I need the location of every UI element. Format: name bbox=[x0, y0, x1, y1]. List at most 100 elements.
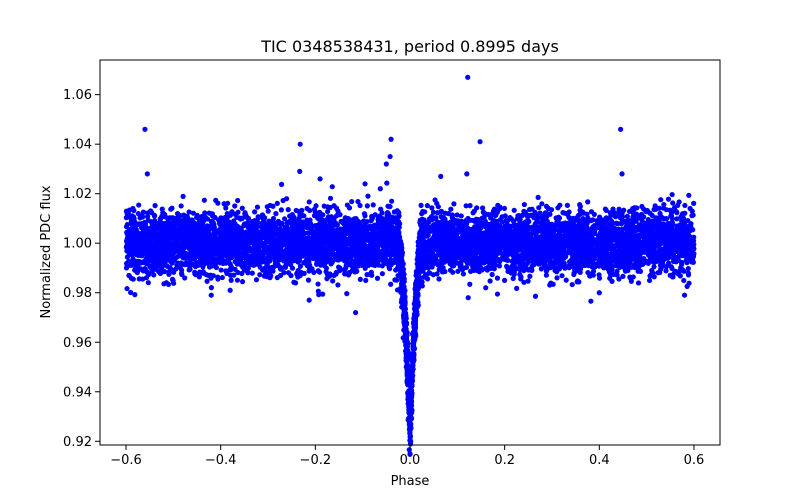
data-point bbox=[635, 267, 642, 273]
data-point bbox=[686, 192, 692, 198]
data-point bbox=[436, 276, 442, 282]
data-point bbox=[221, 201, 227, 207]
data-point bbox=[194, 212, 200, 218]
data-point bbox=[267, 202, 273, 209]
data-point bbox=[448, 206, 454, 212]
data-point bbox=[352, 252, 358, 258]
data-point bbox=[180, 261, 187, 267]
data-point bbox=[232, 203, 238, 209]
data-point bbox=[525, 278, 531, 284]
data-point bbox=[228, 277, 234, 283]
data-point bbox=[278, 181, 285, 187]
data-point bbox=[325, 208, 331, 215]
data-point bbox=[496, 263, 503, 269]
data-point bbox=[151, 212, 158, 218]
data-point bbox=[165, 281, 172, 287]
data-point bbox=[306, 268, 312, 274]
data-point bbox=[463, 203, 469, 209]
data-point bbox=[278, 247, 284, 253]
data-point bbox=[656, 231, 662, 237]
data-point bbox=[438, 214, 444, 220]
data-point bbox=[178, 203, 184, 209]
data-point bbox=[362, 213, 368, 219]
data-point bbox=[190, 210, 197, 216]
data-point bbox=[474, 205, 480, 211]
data-point bbox=[347, 249, 353, 255]
data-point bbox=[468, 268, 474, 274]
data-point bbox=[129, 239, 135, 245]
data-point bbox=[307, 207, 313, 214]
data-point bbox=[320, 291, 326, 297]
data-point bbox=[425, 260, 431, 266]
data-point bbox=[525, 214, 531, 220]
data-point bbox=[589, 264, 595, 270]
data-point bbox=[135, 211, 141, 217]
data-point bbox=[314, 261, 320, 267]
data-point bbox=[182, 275, 188, 281]
data-point bbox=[495, 202, 501, 208]
data-point bbox=[616, 276, 622, 282]
data-point bbox=[617, 215, 624, 221]
data-point bbox=[388, 220, 395, 226]
data-point bbox=[239, 279, 246, 285]
data-point bbox=[682, 219, 688, 225]
data-point bbox=[386, 264, 392, 270]
data-point bbox=[218, 267, 224, 273]
data-point bbox=[521, 279, 527, 285]
data-point bbox=[234, 261, 240, 267]
data-point bbox=[559, 273, 565, 279]
data-point bbox=[180, 193, 186, 199]
data-point bbox=[157, 216, 163, 222]
data-point bbox=[363, 277, 369, 283]
data-point bbox=[219, 274, 225, 281]
data-point bbox=[501, 205, 508, 211]
data-points bbox=[123, 74, 697, 457]
data-point bbox=[459, 266, 466, 273]
data-point bbox=[365, 193, 371, 199]
data-point bbox=[234, 250, 240, 256]
data-point bbox=[691, 234, 697, 240]
data-point bbox=[378, 206, 384, 212]
data-point bbox=[215, 200, 221, 206]
data-point bbox=[321, 203, 327, 209]
data-point bbox=[357, 276, 363, 282]
data-point bbox=[175, 260, 181, 266]
data-point bbox=[673, 209, 680, 215]
data-point bbox=[499, 219, 505, 225]
data-point bbox=[691, 200, 697, 206]
data-point bbox=[537, 210, 543, 216]
data-point bbox=[646, 277, 653, 284]
data-point bbox=[467, 281, 473, 287]
data-point bbox=[186, 209, 192, 215]
data-point bbox=[328, 214, 335, 220]
data-point bbox=[270, 215, 277, 222]
data-point bbox=[171, 269, 177, 275]
data-point bbox=[677, 273, 683, 279]
data-point bbox=[574, 216, 580, 222]
data-point bbox=[684, 260, 690, 266]
data-point bbox=[596, 275, 603, 281]
data-point bbox=[315, 268, 321, 274]
data-point bbox=[135, 263, 141, 269]
data-point bbox=[264, 250, 270, 256]
data-point bbox=[451, 201, 457, 207]
data-point bbox=[201, 197, 207, 203]
data-point bbox=[136, 202, 142, 208]
data-point bbox=[152, 203, 158, 209]
data-point bbox=[672, 268, 678, 274]
data-point bbox=[349, 198, 355, 205]
data-point bbox=[132, 292, 138, 298]
data-point bbox=[481, 214, 487, 220]
chart-title: TIC 0348538431, period 0.8995 days bbox=[260, 37, 559, 56]
data-point bbox=[555, 214, 562, 220]
data-point bbox=[357, 202, 363, 209]
data-point bbox=[569, 281, 575, 288]
data-point bbox=[535, 194, 541, 200]
data-point bbox=[609, 278, 615, 284]
data-point bbox=[307, 217, 313, 223]
data-point bbox=[504, 264, 510, 271]
data-point bbox=[597, 214, 603, 220]
data-point bbox=[684, 231, 690, 237]
data-point bbox=[311, 269, 317, 276]
